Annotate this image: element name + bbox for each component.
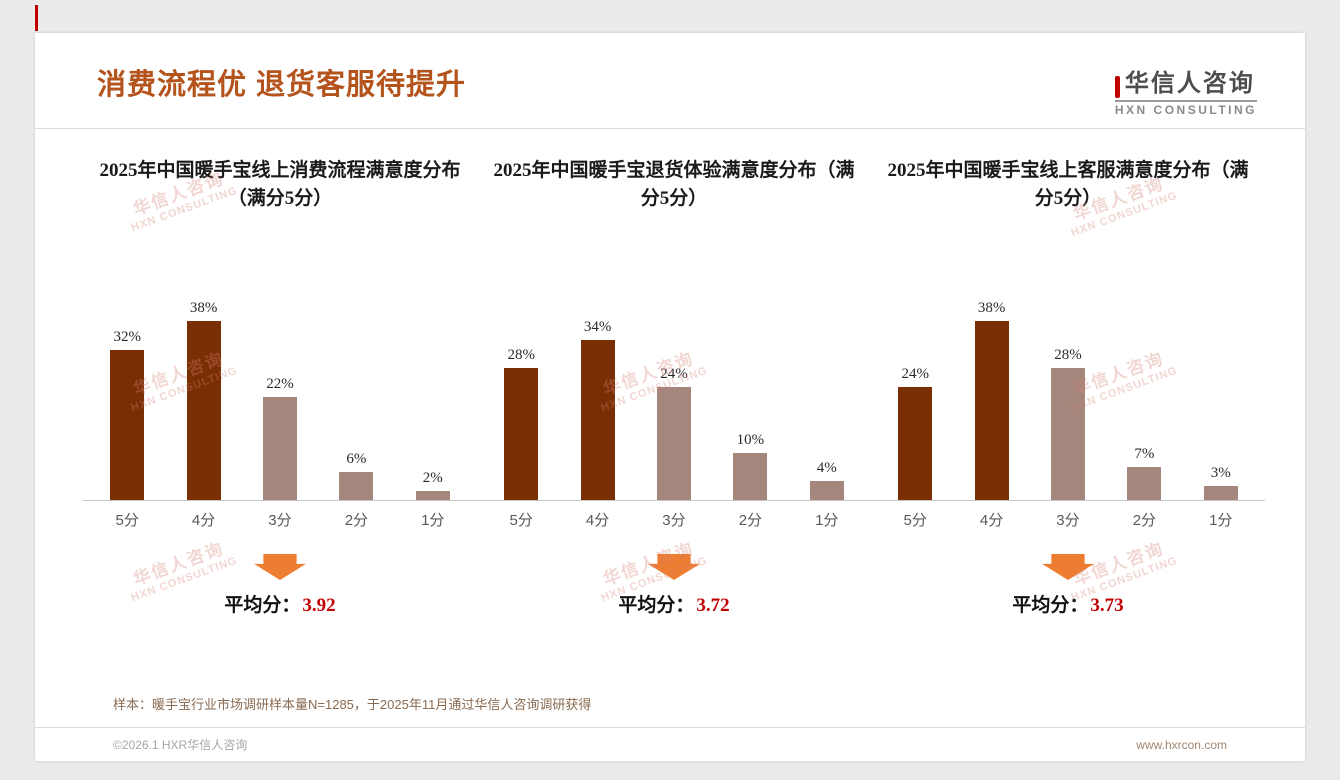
bar xyxy=(809,481,844,500)
slide: 消费流程优 退货客服待提升 华信人咨询 HXN CONSULTING 2025年… xyxy=(35,33,1305,761)
bar-value-label: 28% xyxy=(1054,347,1082,364)
website-link[interactable]: www.hxrcon.com xyxy=(1136,737,1227,752)
copyright-text: ©2026.1 HXR华信人咨询 xyxy=(113,738,248,752)
x-axis-labels: 5分 4分 3分 2分 1分 xyxy=(871,501,1265,530)
chart-title: 2025年中国暖手宝退货体验满意度分布（满分5分） xyxy=(493,160,855,209)
bar-column: 32% xyxy=(89,329,165,500)
chart-online-service: 2025年中国暖手宝线上客服满意度分布（满分5分） 24% 38% 28% 7% 3% … xyxy=(871,157,1265,617)
x-axis-tick-label: 5分 xyxy=(903,512,927,529)
x-axis-tick-label: 3分 xyxy=(662,512,686,529)
x-axis-labels: 5分 4分 3分 2分 1分 xyxy=(477,501,871,530)
bar xyxy=(504,368,539,500)
chart-title: 2025年中国暖手宝线上消费流程满意度分布（满分5分） xyxy=(99,160,461,209)
average-score: 平均分： 3.92 xyxy=(83,590,477,617)
average-label: 平均分： xyxy=(224,595,301,616)
header: 消费流程优 退货客服待提升 华信人咨询 HXN CONSULTING xyxy=(35,33,1305,129)
average-label: 平均分： xyxy=(618,595,695,616)
bar-value-label: 10% xyxy=(736,432,765,448)
bar-column: 28% xyxy=(1030,347,1106,500)
average-label: 平均分： xyxy=(1012,595,1089,616)
bar-value-label: 4% xyxy=(816,460,837,477)
chart-consumption-process: 2025年中国暖手宝线上消费流程满意度分布（满分5分） 32% 38% 22% 6% 2… xyxy=(83,157,477,617)
bar xyxy=(262,396,297,500)
bar xyxy=(1127,467,1162,500)
bar-value-label: 38% xyxy=(977,300,1006,317)
bar-column: 7% xyxy=(1106,446,1182,500)
bar-column: 38% xyxy=(953,300,1029,500)
company-logo: 华信人咨询 HXN CONSULTING xyxy=(1114,61,1257,117)
bar xyxy=(974,321,1009,500)
x-axis-tick-label: 2分 xyxy=(738,512,763,529)
chart-plot-area: 32% 38% 22% 6% 2% xyxy=(83,249,477,501)
x-axis-tick-label: 4分 xyxy=(979,512,1004,529)
bar xyxy=(339,471,374,500)
bar xyxy=(1050,368,1085,500)
bar-value-label: 3% xyxy=(1210,464,1231,481)
average-value: 3.92 xyxy=(302,595,336,616)
average-value: 3.72 xyxy=(696,595,730,616)
bar-value-label: 6% xyxy=(346,450,367,467)
x-axis-tick-label: 2分 xyxy=(344,512,369,529)
bar-column: 38% xyxy=(165,300,241,500)
chart-title: 2025年中国暖手宝线上客服满意度分布（满分5分） xyxy=(887,160,1249,209)
bar-column: 6% xyxy=(318,451,394,500)
bar-value-label: 32% xyxy=(113,328,141,345)
page-title: 消费流程优 退货客服待提升 xyxy=(97,69,467,101)
bar-column: 10% xyxy=(712,432,788,500)
logo-accent-icon xyxy=(1114,76,1120,98)
x-axis-tick-label: 5分 xyxy=(509,512,533,529)
x-axis-tick-label: 2分 xyxy=(1132,512,1157,529)
chart-plot-area: 24% 38% 28% 7% 3% xyxy=(871,249,1265,501)
bar-value-label: 7% xyxy=(1134,446,1155,463)
bar-value-label: 24% xyxy=(660,366,688,383)
average-value: 3.73 xyxy=(1090,595,1124,616)
logo-text-cn: 华信人咨询 xyxy=(1124,70,1255,97)
x-axis-tick-label: 1分 xyxy=(421,512,445,529)
bar-value-label: 24% xyxy=(901,366,929,383)
charts-row: 2025年中国暖手宝线上消费流程满意度分布（满分5分） 32% 38% 22% 6% 2… xyxy=(35,129,1305,617)
bar-value-label: 2% xyxy=(422,469,443,486)
bar-value-label: 28% xyxy=(507,347,535,364)
x-axis-tick-label: 1分 xyxy=(1209,512,1233,529)
red-accent-mark xyxy=(35,5,38,31)
x-axis-tick-label: 4分 xyxy=(191,512,216,529)
footer: ©2026.1 HXR华信人咨询 www.hxrcon.com xyxy=(35,727,1305,761)
bar-column: 24% xyxy=(877,366,953,500)
bar-value-label: 38% xyxy=(189,300,218,317)
bar xyxy=(733,453,768,500)
chart-plot-area: 28% 34% 24% 10% 4% xyxy=(477,249,871,501)
bar-column: 4% xyxy=(789,460,865,500)
bar-value-label: 34% xyxy=(583,319,612,336)
bar xyxy=(415,490,450,500)
bar-column: 24% xyxy=(636,366,712,500)
down-arrow-icon xyxy=(648,554,700,580)
average-score: 平均分： 3.73 xyxy=(871,590,1265,617)
bar-column: 3% xyxy=(1183,465,1259,500)
bar-column: 2% xyxy=(395,470,471,500)
x-axis-tick-label: 5分 xyxy=(115,512,139,529)
x-axis-labels: 5分 4分 3分 2分 1分 xyxy=(83,501,477,530)
down-arrow-icon xyxy=(1042,554,1094,580)
sample-footnote: 样本：暖手宝行业市场调研样本量N=1285，于2025年11月通过华信人咨询调研… xyxy=(113,697,592,712)
x-axis-tick-label: 3分 xyxy=(268,512,292,529)
x-axis-tick-label: 3分 xyxy=(1056,512,1080,529)
average-score: 平均分： 3.72 xyxy=(477,590,871,617)
bar-column: 22% xyxy=(242,376,318,500)
bar xyxy=(1203,485,1238,500)
bar xyxy=(898,387,933,500)
down-arrow-icon xyxy=(254,554,306,580)
x-axis-tick-label: 4分 xyxy=(585,512,610,529)
bar xyxy=(580,340,615,500)
bar-column: 28% xyxy=(483,347,559,500)
bar xyxy=(186,321,221,500)
bar xyxy=(110,349,145,500)
bar-value-label: 22% xyxy=(266,375,294,392)
x-axis-tick-label: 1分 xyxy=(815,512,839,529)
bar-column: 34% xyxy=(559,319,635,500)
bar xyxy=(656,387,691,500)
logo-text-en: HXN CONSULTING xyxy=(1114,100,1257,117)
chart-return-experience: 2025年中国暖手宝退货体验满意度分布（满分5分） 28% 34% 24% 10% 4%… xyxy=(477,157,871,617)
